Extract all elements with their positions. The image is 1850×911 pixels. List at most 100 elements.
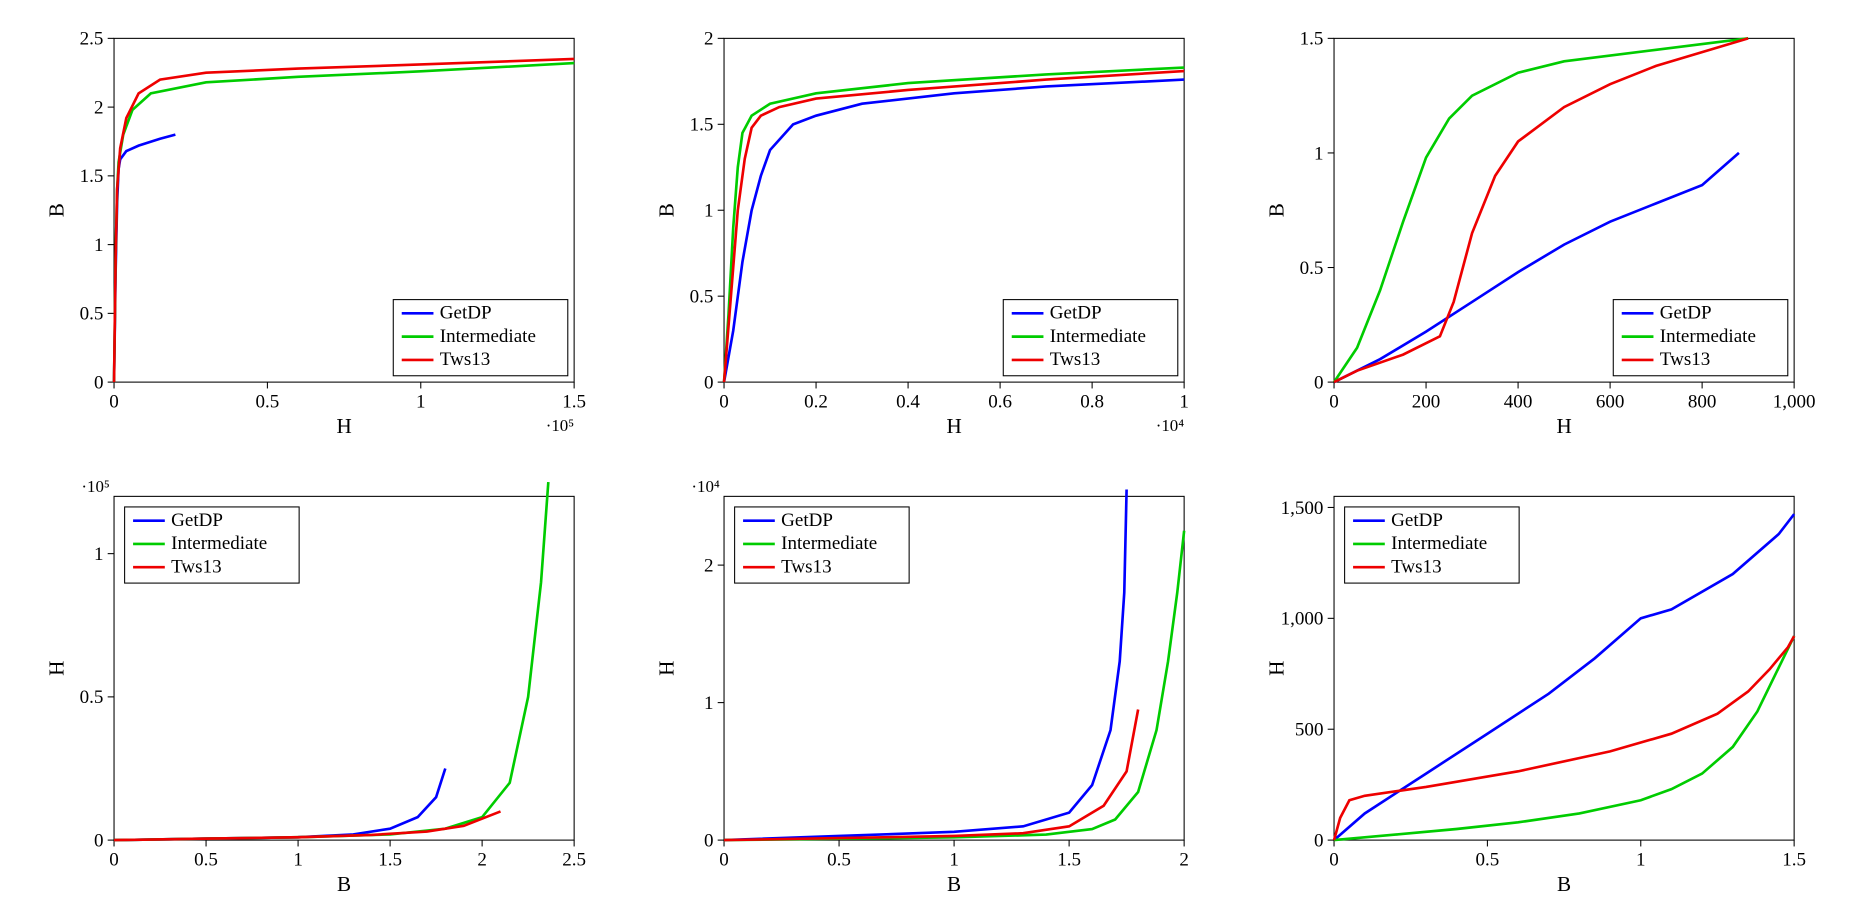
svg-text:400: 400	[1504, 391, 1533, 412]
svg-text:1: 1	[94, 544, 104, 565]
svg-text:0: 0	[109, 391, 119, 412]
panel-r1c2: 0 0.2 0.4 0.6 0.8 1 0 0.5 1 1.5 2 H B ·10⁴ GetDPInterm…	[650, 20, 1200, 448]
panel-r1c1: 0 0.5 1 1.5 0 0.5 1 1.5 2 2.5 H B ·10⁵ GetDPIntermedi…	[40, 20, 590, 448]
svg-text:B: B	[1264, 203, 1288, 217]
panel-r1c3: 02004006008001,00000.511.5HBGetDPInterme…	[1260, 20, 1810, 448]
svg-text:2: 2	[1179, 850, 1189, 871]
svg-text:500: 500	[1295, 720, 1324, 741]
svg-text:0: 0	[704, 831, 714, 852]
svg-text:B: B	[337, 872, 351, 896]
legend-label-getdp: GetDP	[1660, 303, 1712, 324]
svg-text:2: 2	[477, 850, 487, 871]
svg-text:1: 1	[704, 693, 714, 714]
svg-text:1.5: 1.5	[562, 391, 586, 412]
svg-text:·10⁴: ·10⁴	[1156, 416, 1185, 435]
svg-text:0: 0	[94, 831, 104, 852]
svg-text:0: 0	[1329, 850, 1339, 871]
series-getdp	[114, 769, 445, 841]
panel-r2c3: 0 0.5 1 1.5 0 500 1,000 1,500 B H GetDPIntermediat…	[1260, 478, 1810, 906]
legend-label-tws13: Tws13	[1050, 349, 1100, 370]
svg-text:B: B	[654, 203, 678, 217]
svg-text:2.5: 2.5	[80, 29, 104, 50]
svg-text:1: 1	[704, 201, 714, 222]
chart-grid: 00.511.500.511.522.5HB·10⁵GetDPIntermedi…	[40, 20, 1810, 840]
svg-text:0.5: 0.5	[827, 850, 851, 871]
svg-text:0.5: 0.5	[80, 687, 104, 708]
svg-text:0: 0	[1314, 831, 1324, 852]
svg-text:200: 200	[1412, 391, 1441, 412]
svg-text:0.8: 0.8	[1080, 391, 1104, 412]
legend-label-tws13: Tws13	[440, 349, 490, 370]
legend-label-tws13: Tws13	[171, 557, 221, 578]
series-tws13	[724, 710, 1138, 841]
svg-text:1: 1	[949, 850, 959, 871]
legend-label-getdp: GetDP	[781, 510, 833, 531]
svg-text:H: H	[654, 661, 678, 676]
svg-text:H: H	[946, 414, 961, 438]
svg-text:0: 0	[719, 391, 729, 412]
svg-text:B: B	[947, 872, 961, 896]
svg-text:0.2: 0.2	[804, 391, 828, 412]
legend-label-intermediate: Intermediate	[1050, 326, 1146, 347]
legend-label-tws13: Tws13	[1391, 557, 1441, 578]
svg-text:0.4: 0.4	[896, 391, 920, 412]
svg-text:1: 1	[1179, 391, 1189, 412]
svg-text:1: 1	[293, 850, 303, 871]
svg-text:0: 0	[704, 372, 714, 393]
svg-text:1: 1	[94, 235, 104, 256]
legend-label-intermediate: Intermediate	[171, 533, 267, 554]
legend-label-intermediate: Intermediate	[781, 533, 877, 554]
svg-text:B: B	[44, 203, 68, 217]
svg-text:1.5: 1.5	[1057, 850, 1081, 871]
series-tws13	[114, 812, 500, 841]
svg-text:H: H	[336, 414, 351, 438]
svg-text:2: 2	[94, 97, 104, 118]
legend-label-getdp: GetDP	[1050, 303, 1102, 324]
legend-label-getdp: GetDP	[440, 303, 492, 324]
svg-text:1.5: 1.5	[690, 115, 714, 136]
svg-text:H: H	[1556, 414, 1571, 438]
svg-text:0.5: 0.5	[690, 287, 714, 308]
svg-text:1: 1	[1314, 143, 1324, 164]
svg-text:0.6: 0.6	[988, 391, 1012, 412]
svg-text:B: B	[1557, 872, 1571, 896]
legend-label-getdp: GetDP	[171, 510, 223, 531]
svg-text:0: 0	[109, 850, 119, 871]
svg-text:0: 0	[719, 850, 729, 871]
svg-text:1.5: 1.5	[1782, 850, 1806, 871]
svg-text:1,500: 1,500	[1281, 498, 1324, 519]
legend-label-intermediate: Intermediate	[440, 326, 536, 347]
legend-label-intermediate: Intermediate	[1391, 533, 1487, 554]
legend-label-tws13: Tws13	[781, 557, 831, 578]
svg-text:0: 0	[1329, 391, 1339, 412]
svg-text:1,000: 1,000	[1773, 391, 1816, 412]
svg-text:·10⁵: ·10⁵	[546, 416, 575, 435]
svg-text:0.5: 0.5	[1476, 850, 1500, 871]
legend-label-getdp: GetDP	[1391, 510, 1443, 531]
svg-text:2.5: 2.5	[562, 850, 586, 871]
svg-text:1,000: 1,000	[1281, 609, 1324, 630]
svg-text:0.5: 0.5	[256, 391, 280, 412]
svg-text:1.5: 1.5	[378, 850, 402, 871]
svg-text:1: 1	[1636, 850, 1646, 871]
svg-text:600: 600	[1596, 391, 1625, 412]
svg-text:2: 2	[704, 29, 714, 50]
svg-text:H: H	[44, 661, 68, 676]
svg-text:1.5: 1.5	[1300, 29, 1324, 50]
svg-text:1.5: 1.5	[80, 166, 104, 187]
svg-text:0: 0	[1314, 372, 1324, 393]
svg-text:1: 1	[416, 391, 426, 412]
legend-label-tws13: Tws13	[1660, 349, 1710, 370]
series-tws13	[1334, 636, 1794, 840]
panel-r2c2: 0 0.5 1 1.5 2 0 1 2 B H ·10⁴ GetDPIntermediate Tws13	[650, 478, 1200, 906]
legend-label-intermediate: Intermediate	[1660, 326, 1756, 347]
svg-text:0: 0	[94, 372, 104, 393]
panel-r2c1: 00.511.522.500.51BH·10⁵GetDPIntermediate…	[40, 478, 590, 906]
svg-text:2: 2	[704, 556, 714, 577]
svg-text:0.5: 0.5	[80, 304, 104, 325]
svg-text:·10⁴: ·10⁴	[691, 477, 720, 496]
svg-text:0.5: 0.5	[194, 850, 218, 871]
series-intermediate	[1334, 636, 1794, 840]
series-getdp	[114, 135, 175, 383]
svg-text:H: H	[1264, 661, 1288, 676]
